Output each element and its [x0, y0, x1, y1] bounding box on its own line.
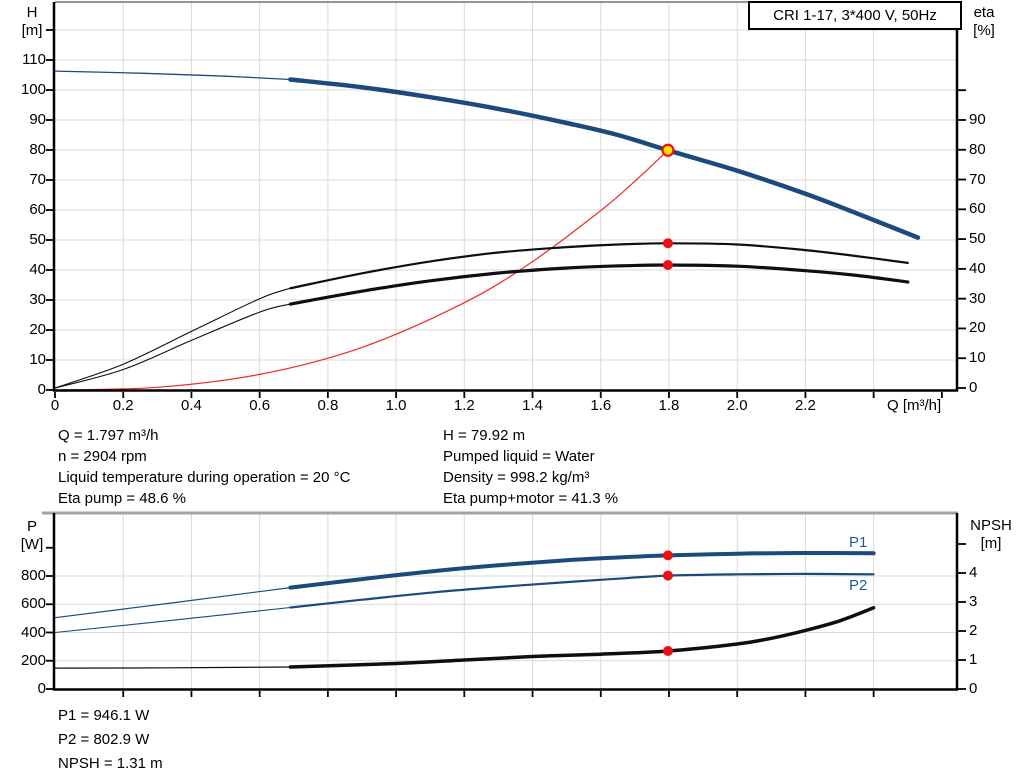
q-axis-label: Q [m³/h] [887, 397, 942, 414]
duty-point [661, 143, 675, 157]
qh-eta-chart-x-tick-label: 1.0 [385, 397, 407, 414]
pump-curve-preview [54, 70, 292, 81]
qh-eta-chart-left-tick-label: 110 [22, 51, 46, 68]
qh-eta-chart-left-tick-label: 100 [20, 81, 46, 98]
p-axis-title-unit: [W] [20, 536, 44, 553]
qh-eta-chart-left-tick-label: 30 [29, 291, 46, 308]
qh-eta-chart-right-tick-label: 60 [969, 200, 986, 218]
qh-eta-chart-right-tick-label: 20 [969, 319, 986, 337]
pump-model-label: CRI 1-17, 3*400 V, 50Hz [773, 7, 937, 24]
qh-eta-chart-x-tick-label: 1.6 [590, 397, 612, 414]
p1-point [662, 550, 673, 561]
qh-eta-chart-x-tick-label: 1.4 [522, 397, 543, 414]
h-axis-title-unit: [m] [21, 22, 43, 39]
npsh-axis-title: NPSH [m] [962, 517, 1020, 553]
p-axis-title-symbol: P [26, 518, 37, 535]
stat-pumped-liquid: Pumped liquid = Water [443, 448, 595, 465]
qh-eta-chart-x-tick-label: 2.0 [726, 397, 748, 414]
power-npsh-chart-left-tick-label: 0 [37, 680, 46, 697]
qh-eta-chart-right-tick-label: 70 [969, 170, 986, 188]
stat-density: Density = 998.2 kg/m³ [443, 469, 590, 486]
stat-p2: P2 = 802.9 W [58, 731, 150, 748]
eta-axis-title-unit: [%] [973, 22, 995, 39]
power-npsh-chart [42, 511, 966, 697]
qh-eta-chart-x-tick-label: 0.2 [112, 397, 134, 414]
qh-eta-chart-left-tick-label: 10 [29, 351, 46, 368]
qh-eta-chart-x-tick-label: 0 [50, 397, 60, 414]
qh-eta-chart-x-tick-label: 0.4 [181, 397, 202, 414]
stat-eta-pump-motor: Eta pump+motor = 41.3 % [443, 490, 619, 507]
p-axis-title: P [W] [14, 518, 50, 554]
eta-pump-curve-preview [54, 287, 291, 389]
qh-eta-chart-x-tick-label: 1.2 [453, 397, 475, 414]
eta-pump-motor-curve [288, 263, 910, 306]
stat-q: Q = 1.797 m³/h [58, 427, 159, 444]
qh-eta-chart-right-tick-label: 40 [969, 259, 986, 277]
power-npsh-chart-gridlines [55, 513, 957, 689]
p2-curve-preview [54, 606, 291, 634]
power-npsh-chart-right-tick-label: 2 [969, 622, 978, 639]
qh-eta-chart-right-tick-label: 50 [969, 230, 986, 248]
npsh-axis-title-symbol: NPSH [970, 517, 1012, 534]
power-npsh-chart-right-tick-label: 3 [969, 593, 978, 610]
npsh-axis-title-unit: [m] [980, 535, 1002, 552]
qh-eta-chart-left-tick-label: 90 [29, 111, 46, 128]
qh-eta-chart-axes [46, 2, 966, 398]
power-npsh-chart-axes [46, 513, 966, 697]
npsh-curve-preview [54, 666, 291, 669]
qh-eta-chart-x-tick-label: 0.6 [249, 397, 271, 414]
h-axis-title: H [m] [14, 4, 50, 40]
stat-eta-pump: Eta pump = 48.6 % [58, 490, 186, 507]
npsh-curve [288, 606, 876, 669]
qh-eta-chart-left-tick-label: 80 [29, 141, 46, 158]
power-npsh-chart-left-tick-label: 600 [20, 595, 46, 613]
eta-pump-motor-point [662, 260, 673, 271]
qh-eta-chart-left-tick-label: 20 [29, 321, 46, 338]
qh-eta-chart-right-tick-label: 10 [969, 349, 986, 367]
qh-eta-chart-x-tick-label: 1.8 [658, 397, 680, 414]
qh-eta-chart-gridlines [55, 2, 957, 390]
eta-axis-title-symbol: eta [973, 4, 995, 21]
qh-eta-chart-x-tick-label: 2.2 [794, 397, 816, 414]
power-npsh-chart-left-tick-label: 800 [20, 567, 46, 584]
qh-eta-chart-left-tick-label: 0 [37, 381, 46, 398]
p1-curve [288, 550, 876, 590]
h-axis-title-symbol: H [26, 4, 38, 21]
p2-point [662, 570, 673, 581]
stat-p1: P1 = 946.1 W [58, 707, 150, 724]
qh-eta-chart-left-tick-label: 70 [29, 171, 46, 188]
qh-eta-chart-left-tick-label: 50 [29, 231, 46, 248]
power-npsh-chart-right-tick-label: 1 [969, 651, 978, 668]
pump-curve [288, 77, 921, 240]
stat-npsh: NPSH = 1.31 m [58, 755, 163, 772]
pump-model-title-box: CRI 1-17, 3*400 V, 50Hz [748, 1, 962, 30]
qh-eta-chart-x-tick-label: 0.8 [317, 397, 339, 414]
p2-curve [289, 572, 875, 609]
stat-speed: n = 2904 rpm [58, 448, 147, 465]
stat-head: H = 79.92 m [443, 427, 526, 444]
eta-pump-motor-curve-preview [54, 303, 291, 389]
qh-eta-chart-right-tick-label: 30 [969, 289, 986, 307]
power-npsh-chart-right-tick-label: 4 [969, 564, 978, 581]
power-npsh-chart-right-tick-label: 0 [969, 680, 978, 697]
eta-axis-title: eta [%] [964, 4, 1004, 40]
qh-eta-chart-left-tick-label: 60 [29, 201, 46, 218]
power-npsh-chart-left-tick-label: 400 [20, 623, 46, 641]
qh-eta-chart-right-tick-label: 80 [969, 140, 986, 158]
eta-pump-curve [289, 242, 909, 290]
system-curve [54, 149, 669, 391]
qh-eta-chart-left-tick-label: 40 [29, 261, 46, 278]
p2-curve-label: P2 [849, 577, 868, 594]
p1-curve-preview [54, 587, 291, 619]
qh-eta-chart-right-tick-label: 0 [969, 379, 978, 396]
eta-pump-point [662, 238, 673, 249]
power-npsh-chart-left-tick-label: 200 [20, 651, 46, 669]
stat-liquid-temp: Liquid temperature during operation = 20… [58, 469, 351, 486]
qh-eta-chart [46, 1, 966, 398]
qh-eta-chart-right-tick-label: 90 [969, 110, 986, 128]
p1-curve-label: P1 [849, 534, 868, 551]
npsh-point [662, 646, 673, 657]
